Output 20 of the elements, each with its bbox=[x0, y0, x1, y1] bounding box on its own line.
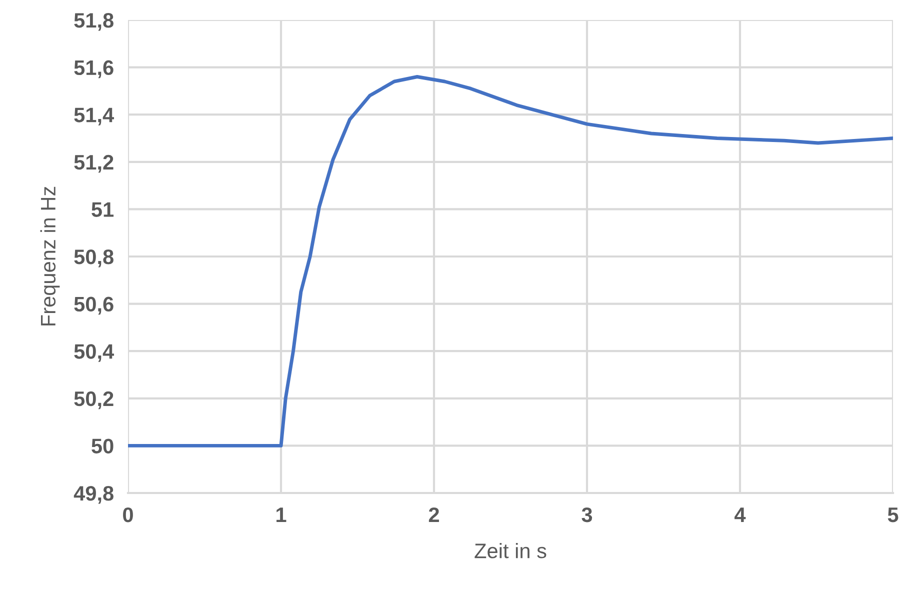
y-tick-label: 50,8 bbox=[74, 250, 114, 268]
y-tick-label: 51,4 bbox=[74, 108, 114, 126]
x-axis-title: Zeit in s bbox=[474, 542, 546, 558]
x-tick-label: 1 bbox=[276, 508, 286, 522]
y-axis-title: Frequenz in Hz bbox=[40, 186, 60, 326]
y-tick-label: 49,8 bbox=[74, 486, 114, 504]
y-tick-label: 51,8 bbox=[74, 13, 114, 31]
y-tick-label: 50,6 bbox=[74, 296, 114, 315]
line-series bbox=[128, 75, 893, 448]
y-tick-label: 50,4 bbox=[74, 344, 114, 362]
x-tick-label: 0 bbox=[123, 507, 133, 522]
x-tick-label: 5 bbox=[888, 508, 898, 522]
y-tick-label: 51,6 bbox=[74, 60, 114, 78]
y-tick-label: 51 bbox=[92, 202, 114, 217]
y-tick-label: 50,2 bbox=[74, 391, 114, 410]
x-tick-label: 2 bbox=[428, 507, 439, 522]
x-tick-label: 4 bbox=[734, 508, 746, 522]
y-tick-label: 51,2 bbox=[74, 154, 114, 173]
y-tick-label: 50 bbox=[92, 438, 114, 454]
x-tick-label: 3 bbox=[582, 507, 592, 522]
